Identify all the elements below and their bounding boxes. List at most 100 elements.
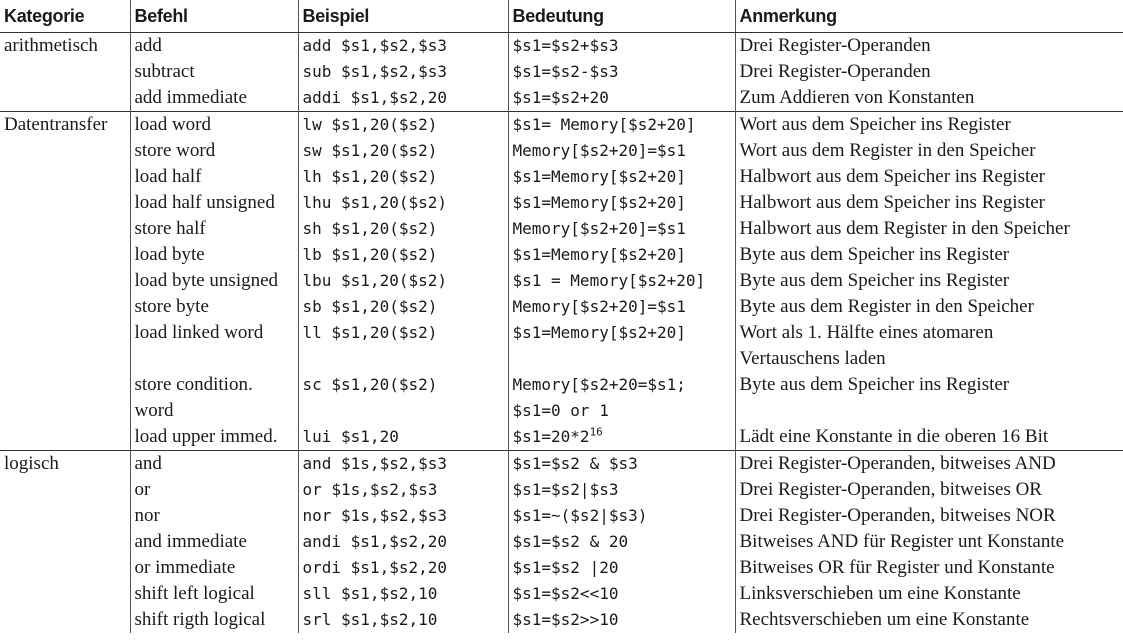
anmerkung-cell: Wort als 1. Hälfte eines atomaren Vertaus…	[734, 320, 1123, 372]
beispiel-cell: sll $s1,$s2,10	[297, 581, 508, 607]
cell-text: load byte unsigned	[134, 270, 279, 291]
table-row: and immediate andi $s1,$s2,20 $s1=$s2 & 20…	[0, 529, 1123, 555]
cell-text: $s1=$s2<<10	[512, 584, 619, 603]
befehl-cell: store half	[129, 216, 298, 242]
bedeutung-cell: $s1= Memory[$s2+20]	[507, 111, 735, 138]
kategorie-cell	[0, 85, 130, 112]
cell-text: $s1=Memory[$s2+20]	[512, 323, 686, 342]
cell-text: sh $s1,20($s2)	[302, 219, 438, 238]
cell-line: store condition.	[134, 374, 253, 395]
beispiel-cell: or $1s,$s2,$s3	[297, 477, 508, 503]
cell-text: load word	[134, 114, 212, 135]
column-header: Bedeutung	[507, 0, 735, 33]
table-row: or immediate ordi $s1,$s2,20 $s1=$s2 |20 Bi…	[0, 555, 1123, 581]
kategorie-cell	[0, 581, 130, 607]
befehl-cell: and	[129, 450, 298, 477]
befehl-cell: load upper immed.	[129, 424, 298, 451]
cell-text: or	[134, 479, 151, 500]
bedeutung-cell: $s1=$s2 & 20	[507, 529, 735, 555]
befehl-cell: subtract	[129, 59, 298, 85]
anmerkung-cell: Wort aus dem Speicher ins Register	[734, 111, 1123, 138]
cell-text: lbu $s1,20($s2)	[302, 271, 448, 290]
cell-line: $s1=0 or 1	[512, 401, 609, 420]
anmerkung-cell: Zum Addieren von Konstanten	[734, 85, 1123, 112]
anmerkung-cell: Byte aus dem Speicher ins Register	[734, 372, 1123, 424]
cell-text: Byte aus dem Speicher ins Register	[739, 374, 1010, 395]
befehl-cell: store byte	[129, 294, 298, 320]
cell-text: Memory[$s2+20]=$s1	[512, 141, 686, 160]
cell-text: $s1=$s2 & 20	[512, 532, 629, 551]
cell-text: Drei Register-Operanden, bitweises AND	[739, 453, 1056, 474]
anmerkung-cell: Wort aus dem Register in den Speicher	[734, 138, 1123, 164]
kategorie-cell	[0, 294, 130, 320]
table-row: store half sh $s1,20($s2) Memory[$s2+20]=$…	[0, 216, 1123, 242]
bedeutung-cell: Memory[$s2+20=$s1; $s1=0 or 1	[507, 372, 735, 424]
cell-text: add immediate	[134, 87, 247, 108]
beispiel-cell: lb $s1,20($s2)	[297, 242, 508, 268]
cell-line: Memory[$s2+20=$s1;	[512, 375, 686, 394]
cell-text: Memory[$s2+20]=$s1	[512, 297, 686, 316]
cell-text: lui $s1,20	[302, 427, 399, 446]
cell-text: Halbwort aus dem Speicher ins Register	[739, 166, 1046, 187]
befehl-cell: load half	[129, 164, 298, 190]
anmerkung-cell: Rechtsverschieben um eine Konstante	[734, 607, 1123, 633]
beispiel-cell: sc $s1,20($s2)	[297, 372, 508, 424]
bedeutung-cell: $s1=$s2+$s3	[507, 32, 735, 59]
table-row: load upper immed. lui $s1,20 $s1=20*216 Läd…	[0, 424, 1123, 451]
anmerkung-cell: Drei Register-Operanden	[734, 32, 1123, 59]
anmerkung-cell: Halbwort aus dem Speicher ins Register	[734, 164, 1123, 190]
cell-line: word	[134, 400, 174, 421]
beispiel-cell: ll $s1,20($s2)	[297, 320, 508, 372]
cell-line: Wort als 1. Hälfte eines atomaren	[739, 322, 994, 343]
kategorie-cell	[0, 529, 130, 555]
cell-text: load upper immed.	[134, 426, 278, 447]
bedeutung-cell: $s1 = Memory[$s2+20]	[507, 268, 735, 294]
beispiel-cell: sh $s1,20($s2)	[297, 216, 508, 242]
cell-text: lhu $s1,20($s2)	[302, 193, 448, 212]
cell-text: ll $s1,20($s2)	[302, 323, 438, 342]
table-row: store word sw $s1,20($s2) Memory[$s2+20]=$…	[0, 138, 1123, 164]
cell-text: andi $s1,$s2,20	[302, 532, 448, 551]
cell-text: Drei Register-Operanden	[739, 35, 931, 56]
cell-text: Rechtsverschieben um eine Konstante	[739, 609, 1030, 630]
cell-text: subtract	[134, 61, 195, 82]
kategorie-cell	[0, 268, 130, 294]
cell-text: shift rigth logical	[134, 609, 266, 630]
kategorie-cell	[0, 138, 130, 164]
cell-text: $s1=$s2|$s3	[512, 480, 619, 499]
table-row: load byte lb $s1,20($s2) $s1=Memory[$s2+20…	[0, 242, 1123, 268]
cell-text: Byte aus dem Speicher ins Register	[739, 270, 1010, 291]
befehl-cell: load byte unsigned	[129, 268, 298, 294]
table-row: arithmetisch add add $s1,$s2,$s3 $s1=$s2+$s…	[0, 32, 1123, 59]
bedeutung-cell: Memory[$s2+20]=$s1	[507, 216, 735, 242]
cell-text: and	[134, 453, 162, 474]
cell-text: Halbwort aus dem Speicher ins Register	[739, 192, 1046, 213]
anmerkung-cell: Drei Register-Operanden, bitweises AND	[734, 450, 1123, 477]
cell-text: $s1=~($s2|$s3)	[512, 506, 648, 525]
bedeutung-cell: $s1=Memory[$s2+20]	[507, 190, 735, 216]
table-row: load half unsigned lhu $s1,20($s2) $s1=Mem…	[0, 190, 1123, 216]
bedeutung-cell: $s1=$s2>>10	[507, 607, 735, 633]
cell-text: Drei Register-Operanden, bitweises OR	[739, 479, 1042, 500]
befehl-cell: shift rigth logical	[129, 607, 298, 633]
befehl-cell: load word	[129, 111, 298, 138]
cell-text: or immediate	[134, 557, 236, 578]
beispiel-cell: and $1s,$s2,$s3	[297, 450, 508, 477]
cell-text: $s1=20*2	[512, 427, 590, 446]
beispiel-cell: lui $s1,20	[297, 424, 508, 451]
anmerkung-cell: Lädt eine Konstante in die oberen 16 Bit	[734, 424, 1123, 451]
cell-text: $s1=Memory[$s2+20]	[512, 245, 686, 264]
cell-text: sub $s1,$s2,$s3	[302, 62, 448, 81]
befehl-cell: or	[129, 477, 298, 503]
table-row: logisch and and $1s,$s2,$s3 $s1=$s2 & $s3 Dr…	[0, 450, 1123, 477]
cell-text: Zum Addieren von Konstanten	[739, 87, 975, 108]
cell-text: $s1=$s2-$s3	[512, 62, 619, 81]
cell-line: Vertauschens laden	[739, 348, 886, 369]
cell-text: lw $s1,20($s2)	[302, 115, 438, 134]
table-row: store condition. word sc $s1,20($s2) Memory…	[0, 372, 1123, 424]
anmerkung-cell: Halbwort aus dem Speicher ins Register	[734, 190, 1123, 216]
cell-text: ordi $s1,$s2,20	[302, 558, 448, 577]
kategorie-cell	[0, 216, 130, 242]
table-row: or or $1s,$s2,$s3 $s1=$s2|$s3 Drei Register…	[0, 477, 1123, 503]
